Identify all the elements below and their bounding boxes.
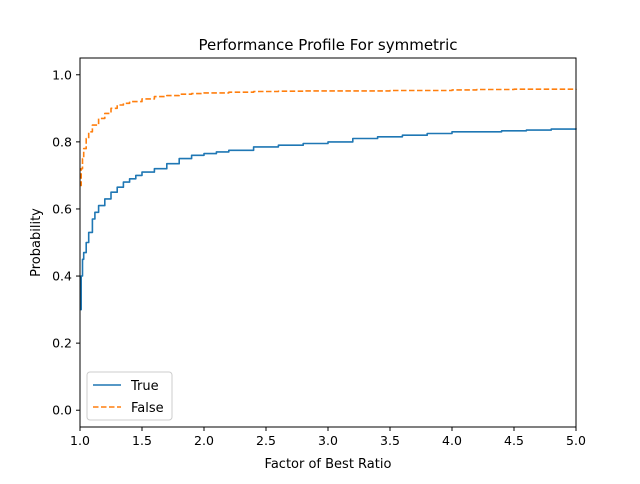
y-tick-label: 0.4 bbox=[52, 269, 72, 284]
y-axis-ticks: 0.0 0.2 0.4 0.6 0.8 1.0 bbox=[52, 67, 80, 418]
series-layer bbox=[80, 88, 577, 311]
series-line-true bbox=[80, 128, 577, 311]
x-tick-label: 3.0 bbox=[318, 433, 338, 448]
x-tick-label: 4.0 bbox=[442, 433, 462, 448]
x-tick-label: 1.5 bbox=[132, 433, 152, 448]
x-tick-label: 2.0 bbox=[194, 433, 214, 448]
y-tick-label: 0.2 bbox=[52, 336, 72, 351]
y-tick-label: 1.0 bbox=[52, 67, 72, 82]
legend-label-true: True bbox=[130, 379, 159, 394]
legend-label-false: False bbox=[131, 401, 164, 416]
x-tick-label: 5.0 bbox=[566, 433, 586, 448]
y-tick-label: 0.0 bbox=[52, 403, 72, 418]
y-axis-label: Probability bbox=[29, 208, 44, 277]
legend: True False bbox=[86, 371, 173, 421]
x-tick-label: 2.5 bbox=[256, 433, 276, 448]
legend-box bbox=[86, 371, 173, 421]
x-tick-label: 4.5 bbox=[504, 433, 524, 448]
x-tick-label: 1.0 bbox=[70, 433, 90, 448]
y-tick-label: 0.6 bbox=[52, 201, 72, 216]
x-tick-label: 3.5 bbox=[380, 433, 400, 448]
x-axis-label: Factor of Best Ratio bbox=[265, 457, 392, 472]
chart-title: Performance Profile For symmetric bbox=[198, 36, 457, 54]
x-axis-ticks: 1.0 1.5 2.0 2.5 3.0 3.5 4.0 4.5 5.0 bbox=[70, 427, 586, 448]
y-tick-label: 0.8 bbox=[52, 134, 72, 149]
series-line-false bbox=[80, 88, 577, 187]
